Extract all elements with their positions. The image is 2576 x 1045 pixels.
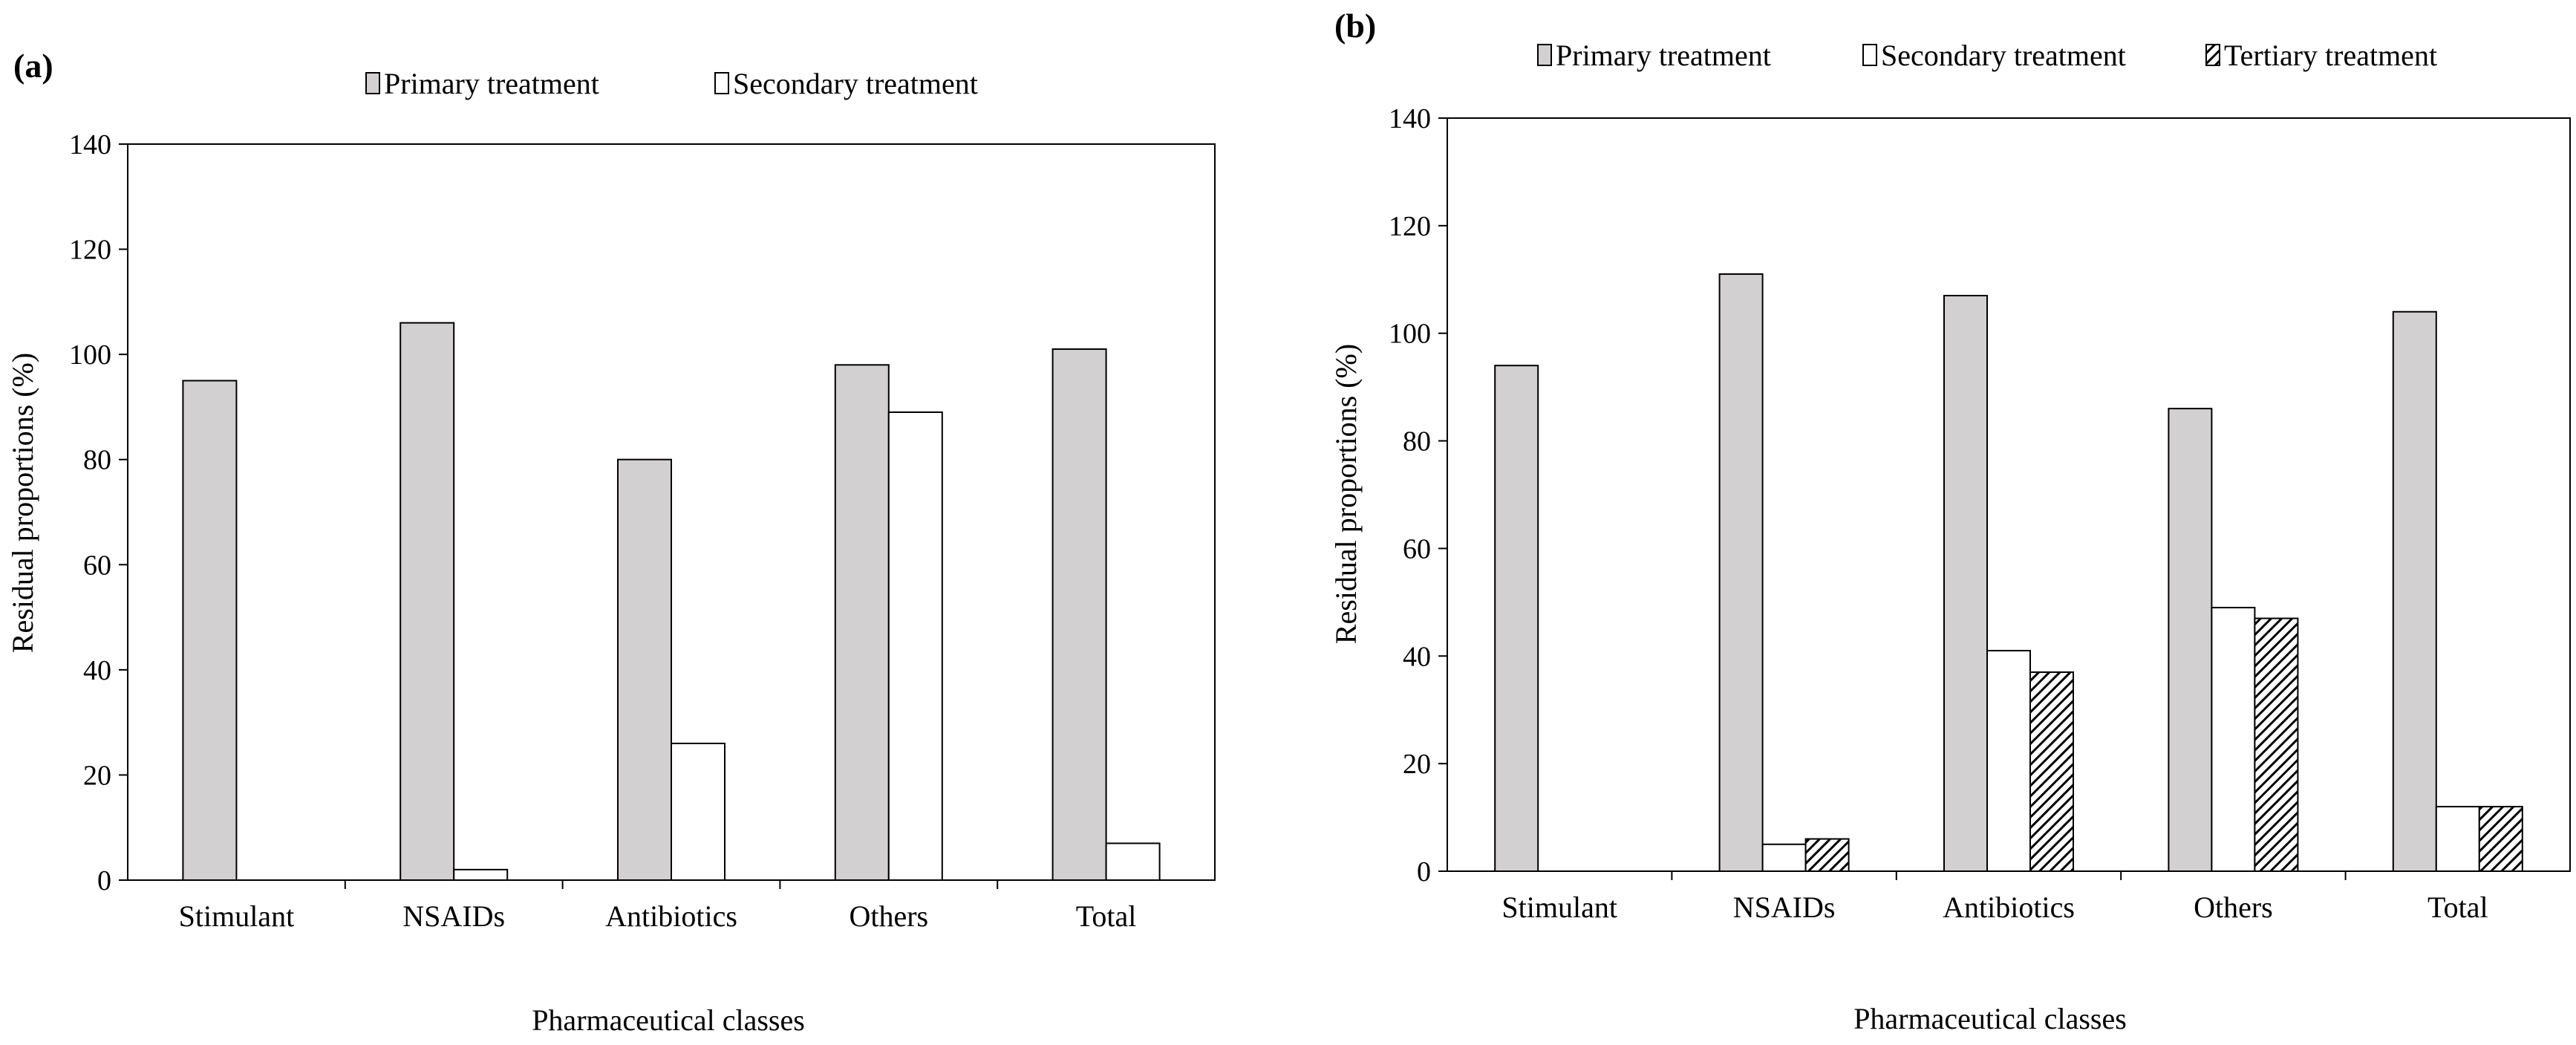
panel-b-label: (b) [1334, 7, 1376, 45]
bar-a-primary-total [1051, 348, 1107, 882]
legend-a-secondary-swatch [714, 72, 729, 94]
x-tick-label-a: Stimulant [179, 899, 295, 933]
bar-a-secondary-antibiotics [671, 742, 725, 882]
legend-a-primary-swatch [365, 72, 380, 94]
y-tick-label-a: 20 [83, 760, 111, 791]
legend-b-primary-swatch [1537, 44, 1552, 66]
panel-b-xlabel: Pharmaceutical classes [1853, 1002, 2127, 1035]
panel-a-ylabel: Residual proportions (%) [6, 353, 39, 653]
bar-b-secondary-antibiotics [1986, 650, 2031, 872]
panel-a: (a) Primary treatment Secondary treatmen… [6, 47, 1216, 1037]
x-tick-label-a: Antibiotics [605, 899, 737, 933]
bar-a-primary-others [834, 364, 890, 881]
y-tick-label-b: 80 [1403, 426, 1431, 458]
legend-b-secondary-label: Secondary treatment [1881, 39, 2126, 72]
bar-a-primary-stimulant [182, 380, 238, 881]
panel-b-plot: 0 20 40 60 80 100 120 140 Stimulant NSAIDs Antibio… [1389, 103, 2571, 924]
y-tick-label-b: 140 [1389, 103, 1431, 134]
y-tick-label-a: 140 [69, 129, 111, 160]
bar-b-primary-stimulant [1494, 365, 1539, 872]
legend-b-primary-label: Primary treatment [1556, 39, 1771, 72]
y-tick-label-b: 0 [1417, 856, 1431, 888]
y-tick-label-a: 40 [83, 655, 111, 686]
bar-a-primary-antibiotics [617, 458, 672, 881]
panel-a-plot: 0 20 40 60 80 100 120 140 Stimulant NSAIDs Antibio… [69, 129, 1216, 933]
bar-b-secondary-others [2211, 607, 2256, 872]
legend-a-secondary-label: Secondary treatment [733, 67, 978, 100]
y-tick-label-b: 20 [1403, 749, 1431, 780]
bar-a-secondary-others [887, 411, 943, 881]
bar-a-primary-nsaids [400, 322, 455, 881]
y-tick-label-a: 0 [97, 865, 111, 896]
bar-b-secondary-nsaids [1761, 843, 1807, 873]
y-tick-label-a: 60 [83, 550, 111, 581]
bar-b-secondary-total [2435, 806, 2480, 872]
bar-b-tertiary-antibiotics [2029, 671, 2074, 872]
x-tick-label-a: NSAIDs [402, 899, 505, 933]
bar-a-secondary-total [1105, 842, 1161, 881]
y-tick-label-a: 80 [83, 445, 111, 476]
y-tick-label-b: 100 [1389, 319, 1431, 350]
y-tick-label-b: 120 [1389, 211, 1431, 242]
x-tick-label-a: Others [849, 899, 928, 933]
y-tick-label-b: 60 [1403, 533, 1431, 564]
y-tick-label-a: 120 [69, 235, 111, 266]
bar-a-secondary-nsaids [453, 868, 509, 882]
bar-b-primary-antibiotics [1943, 295, 1988, 872]
x-tick-label-b: Stimulant [1501, 891, 1617, 924]
legend-b-tertiary-label: Tertiary treatment [2224, 39, 2437, 72]
bar-b-tertiary-nsaids [1804, 838, 1850, 872]
x-tick-label-b: Total [2427, 891, 2488, 924]
bar-b-primary-others [2168, 408, 2213, 872]
panel-a-xlabel: Pharmaceutical classes [532, 1003, 805, 1037]
x-tick-label-a: Total [1076, 899, 1137, 933]
x-tick-label-b: Antibiotics [1943, 891, 2075, 924]
y-tick-label-b: 40 [1403, 641, 1431, 672]
legend-a-primary-label: Primary treatment [384, 67, 599, 100]
panel-a-label: (a) [13, 47, 53, 85]
panel-b: (b) Primary treatment Secondary treatmen… [1329, 7, 2571, 1035]
x-tick-label-b: Others [2194, 891, 2273, 924]
legend-b-secondary-swatch [1862, 44, 1877, 66]
x-tick-label-b: NSAIDs [1733, 891, 1836, 924]
panel-a-legend: Primary treatment Secondary treatment [365, 67, 978, 100]
bar-b-primary-nsaids [1718, 273, 1764, 872]
bar-b-tertiary-others [2254, 617, 2299, 872]
y-tick-label-a: 100 [69, 339, 111, 371]
panel-b-ylabel: Residual proportions (%) [1329, 344, 1363, 644]
legend-b-tertiary-swatch [2205, 44, 2220, 66]
panel-b-legend: Primary treatment Secondary treatment Te… [1537, 39, 2437, 72]
bar-b-primary-total [2392, 310, 2437, 872]
bar-b-tertiary-total [2478, 806, 2523, 872]
